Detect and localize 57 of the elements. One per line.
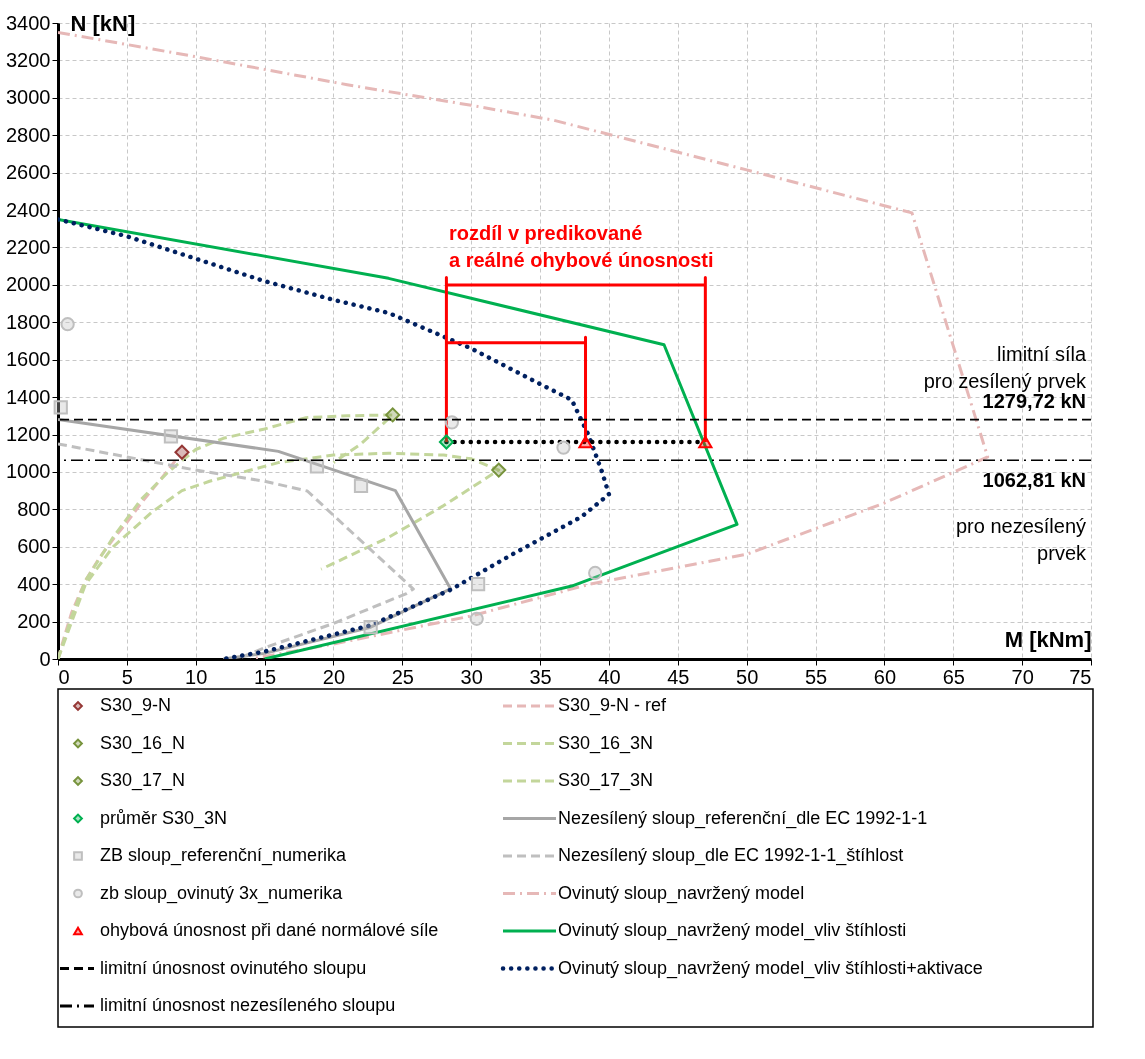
legend-label: S30_16_N [100, 732, 186, 754]
x-tick-label: 70 [1011, 665, 1034, 688]
y-tick-label: 1200 [6, 423, 51, 446]
y-tick-label: 1600 [6, 348, 51, 371]
x-tick-label: 10 [185, 665, 208, 688]
x-tick-label: 15 [253, 665, 277, 688]
x-tick-label: 30 [460, 665, 483, 688]
legend-label: S30_17_N [100, 770, 186, 791]
y-tick-label: 600 [17, 535, 51, 558]
legend-label: limitní únosnost ovinutého sloupu [100, 957, 367, 978]
y-tick-label: 2600 [6, 161, 51, 184]
legend-label: Ovinutý sloup_navržený model_vliv štíhlosti [558, 920, 907, 941]
x-axis-title: M [kNm] [1004, 626, 1092, 652]
y-tick-label: 400 [17, 572, 51, 595]
legend-label: limitní únosnost nezesíleného sloupu [100, 995, 396, 1015]
y-axis-title: N [kN] [70, 10, 136, 36]
y-tick-label: 3400 [6, 11, 51, 34]
annotation: limitní síla pro zesílený prvek [923, 343, 1087, 392]
x-tick-label: 20 [322, 665, 346, 688]
x-tick-label: 40 [598, 665, 621, 688]
legend-label: Nezesílený sloup_dle EC 1992-1-1_štíhlost [558, 845, 904, 866]
y-tick-label: 3000 [6, 86, 51, 109]
x-tick-label: 60 [873, 665, 897, 688]
y-tick-label: 3200 [6, 48, 51, 71]
legend-label: S30_16_3N [558, 732, 654, 754]
legend-label: S30_9-N [100, 695, 172, 716]
x-tick-label: 25 [391, 665, 414, 688]
annotation: pro nezesílený prvek [955, 515, 1087, 564]
x-tick-label: 65 [942, 665, 965, 688]
legend-label: Nezesílený sloup_referenční_dle EC 1992-1-1 [558, 807, 928, 829]
annotation: 1062,81 kN [982, 469, 1086, 491]
y-tick-label: 1800 [6, 310, 51, 333]
y-tick-label: 1000 [6, 460, 51, 483]
x-tick-label: 55 [804, 665, 828, 688]
y-tick-label: 1400 [6, 385, 51, 408]
y-tick-label: 2800 [6, 123, 51, 146]
annotation: rozdíl v predikované a reálné ohybové únosnosti [449, 222, 714, 271]
y-tick-label: 2400 [6, 198, 51, 221]
legend-label: Ovinutý sloup_navržený model [558, 882, 805, 904]
legend-label: Ovinutý sloup_navržený model_vliv štíhlosti+aktivace [558, 957, 983, 979]
legend-label: zb sloup_ovinutý 3x_numerika [100, 882, 344, 904]
x-tick-label: 75 [1069, 665, 1092, 688]
x-tick-label: 0 [58, 665, 70, 688]
y-tick-label: 800 [17, 497, 51, 520]
y-tick-label: 2000 [6, 273, 51, 296]
legend-label: průměr S30_3N [100, 807, 228, 829]
legend-label: S30_9-N - ref [558, 695, 668, 716]
y-tick-label: 0 [39, 647, 51, 670]
legend-label: S30_17_3N [558, 770, 654, 791]
y-tick-label: 2200 [6, 235, 51, 258]
legend-label: ZB sloup_referenční_numerika [100, 845, 348, 866]
x-tick-label: 5 [121, 665, 133, 688]
x-tick-label: 45 [667, 665, 690, 688]
legend-label: ohybová únosnost při dané normálové síle [100, 920, 439, 940]
x-tick-label: 50 [736, 665, 759, 688]
y-tick-label: 200 [17, 610, 51, 633]
x-tick-label: 35 [529, 665, 552, 688]
